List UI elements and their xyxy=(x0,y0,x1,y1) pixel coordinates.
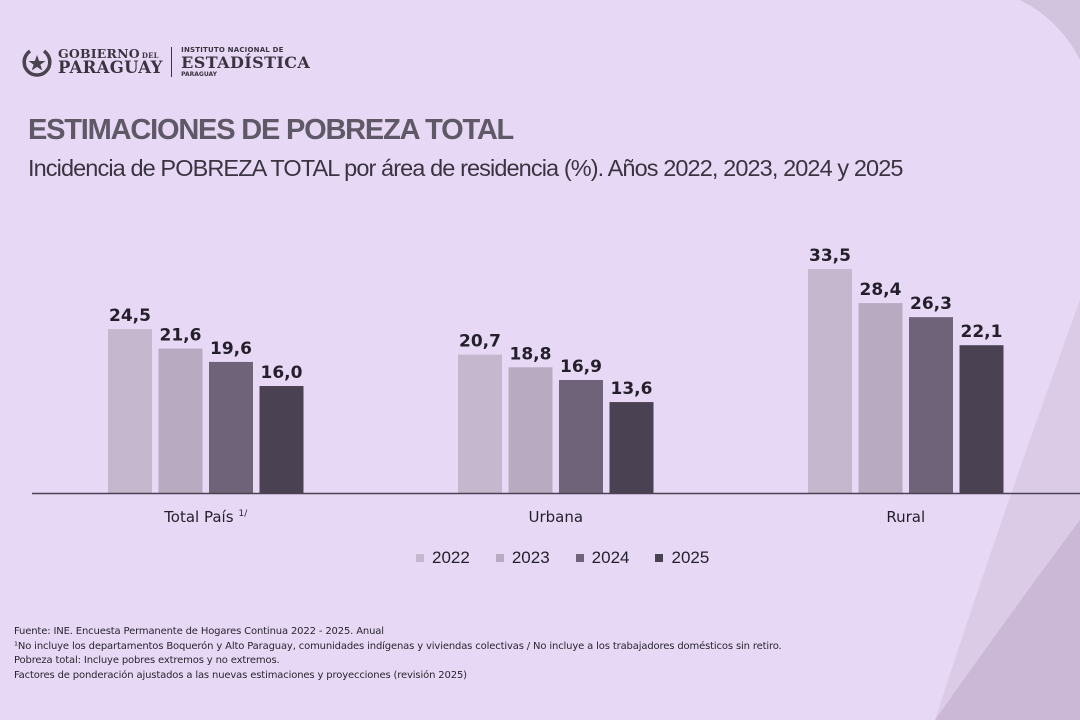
legend-swatch xyxy=(575,554,584,562)
data-label: 16,9 xyxy=(560,357,602,377)
footnote-weights: Factores de ponderación ajustados a las … xyxy=(14,669,467,681)
logo-divider xyxy=(170,47,173,77)
data-label: 21,6 xyxy=(160,326,202,346)
chart-legend: 2022 2023 2024 2025 xyxy=(416,548,735,568)
header-logos: GOBIERNO DEL PARAGUAY INSTITUTO NACIONAL … xyxy=(20,44,310,80)
bar-2022-1 xyxy=(458,354,502,493)
paraguay-text: PARAGUAY xyxy=(58,58,163,77)
category-name: Rural xyxy=(886,508,925,526)
data-label: 28,4 xyxy=(860,280,902,300)
data-label: 13,6 xyxy=(611,379,653,399)
ine-logo: INSTITUTO NACIONAL DE ESTADÍSTICA PARAGU… xyxy=(181,45,311,78)
data-label: 16,0 xyxy=(261,363,303,383)
data-label: 24,5 xyxy=(109,306,151,326)
bar-2024-2 xyxy=(909,317,953,493)
bar-2023-2 xyxy=(858,303,903,493)
ine-line3: PARAGUAY xyxy=(181,70,217,78)
data-label: 26,3 xyxy=(910,294,952,314)
page-title: ESTIMACIONES DE POBREZA TOTAL xyxy=(28,114,514,146)
gobierno-text: GOBIERNO xyxy=(58,45,140,61)
legend-item-2022: 2022 xyxy=(416,548,470,568)
footnote-exclusions: ¹No incluye los departamentos Boquerón y… xyxy=(14,640,782,652)
x-tick-label: Total País 1/ xyxy=(163,508,248,526)
legend-label: 2024 xyxy=(591,548,630,567)
legend-label: 2025 xyxy=(671,548,710,567)
category-superscript: 1/ xyxy=(239,509,249,519)
x-tick-label: Rural xyxy=(886,508,925,526)
ine-line2: ESTADÍSTICA xyxy=(181,52,311,72)
data-label: 19,6 xyxy=(210,339,252,359)
legend-item-2023: 2023 xyxy=(495,548,550,568)
bar-2024-1 xyxy=(559,379,603,493)
legend-swatch xyxy=(495,554,504,562)
data-label: 22,1 xyxy=(961,322,1003,342)
category-name: Total País xyxy=(163,508,234,526)
national-seal-icon xyxy=(22,49,52,77)
bar-2024-0 xyxy=(209,361,253,493)
footnotes: Fuente: INE. Encuesta Permanente de Hoga… xyxy=(14,625,782,683)
gobierno-del-text: DEL xyxy=(141,50,159,60)
footnote-definition: Pobreza total: Incluye pobres extremos y… xyxy=(14,655,280,666)
bar-2025-0 xyxy=(259,386,304,493)
bar-2022-0 xyxy=(108,329,152,493)
bar-2023-1 xyxy=(508,367,553,493)
legend-label: 2023 xyxy=(511,548,550,567)
legend-swatch xyxy=(655,554,664,562)
bar-2023-0 xyxy=(158,348,203,493)
gobierno-logo: GOBIERNO DEL PARAGUAY xyxy=(58,45,163,77)
legend-item-2024: 2024 xyxy=(575,548,630,568)
x-tick-label: Urbana xyxy=(528,508,583,526)
chart-subtitle: Incidencia de POBREZA TOTAL por área de … xyxy=(28,155,903,181)
data-label: 33,5 xyxy=(809,246,851,266)
ine-line1: INSTITUTO NACIONAL DE xyxy=(181,45,284,54)
legend-swatch xyxy=(416,554,424,562)
data-label: 18,8 xyxy=(510,344,552,364)
bar-2025-2 xyxy=(959,345,1004,493)
bar-2025-1 xyxy=(609,402,654,493)
legend-item-2025: 2025 xyxy=(655,548,709,568)
bar-2022-2 xyxy=(808,269,852,493)
data-label: 20,7 xyxy=(459,332,501,352)
category-name: Urbana xyxy=(528,508,583,526)
footnote-source: Fuente: INE. Encuesta Permanente de Hoga… xyxy=(14,626,384,637)
legend-label: 2022 xyxy=(432,548,470,567)
